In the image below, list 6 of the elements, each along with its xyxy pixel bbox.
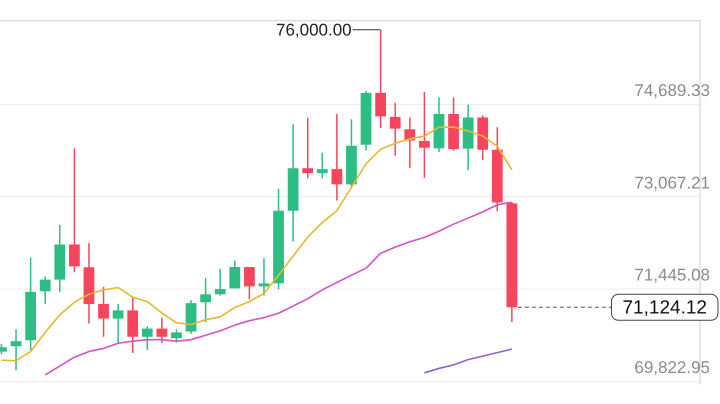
y-tick-label: 74,689.33 (634, 81, 710, 100)
annotation: 76,000.00 (276, 20, 352, 40)
y-tick-label: 71,445.08 (634, 266, 710, 285)
y-tick-label: 69,822.95 (634, 358, 710, 378)
y-tick-label: 73,067.21 (634, 173, 710, 192)
ref-line-label: 71,124.12 (622, 298, 708, 319)
